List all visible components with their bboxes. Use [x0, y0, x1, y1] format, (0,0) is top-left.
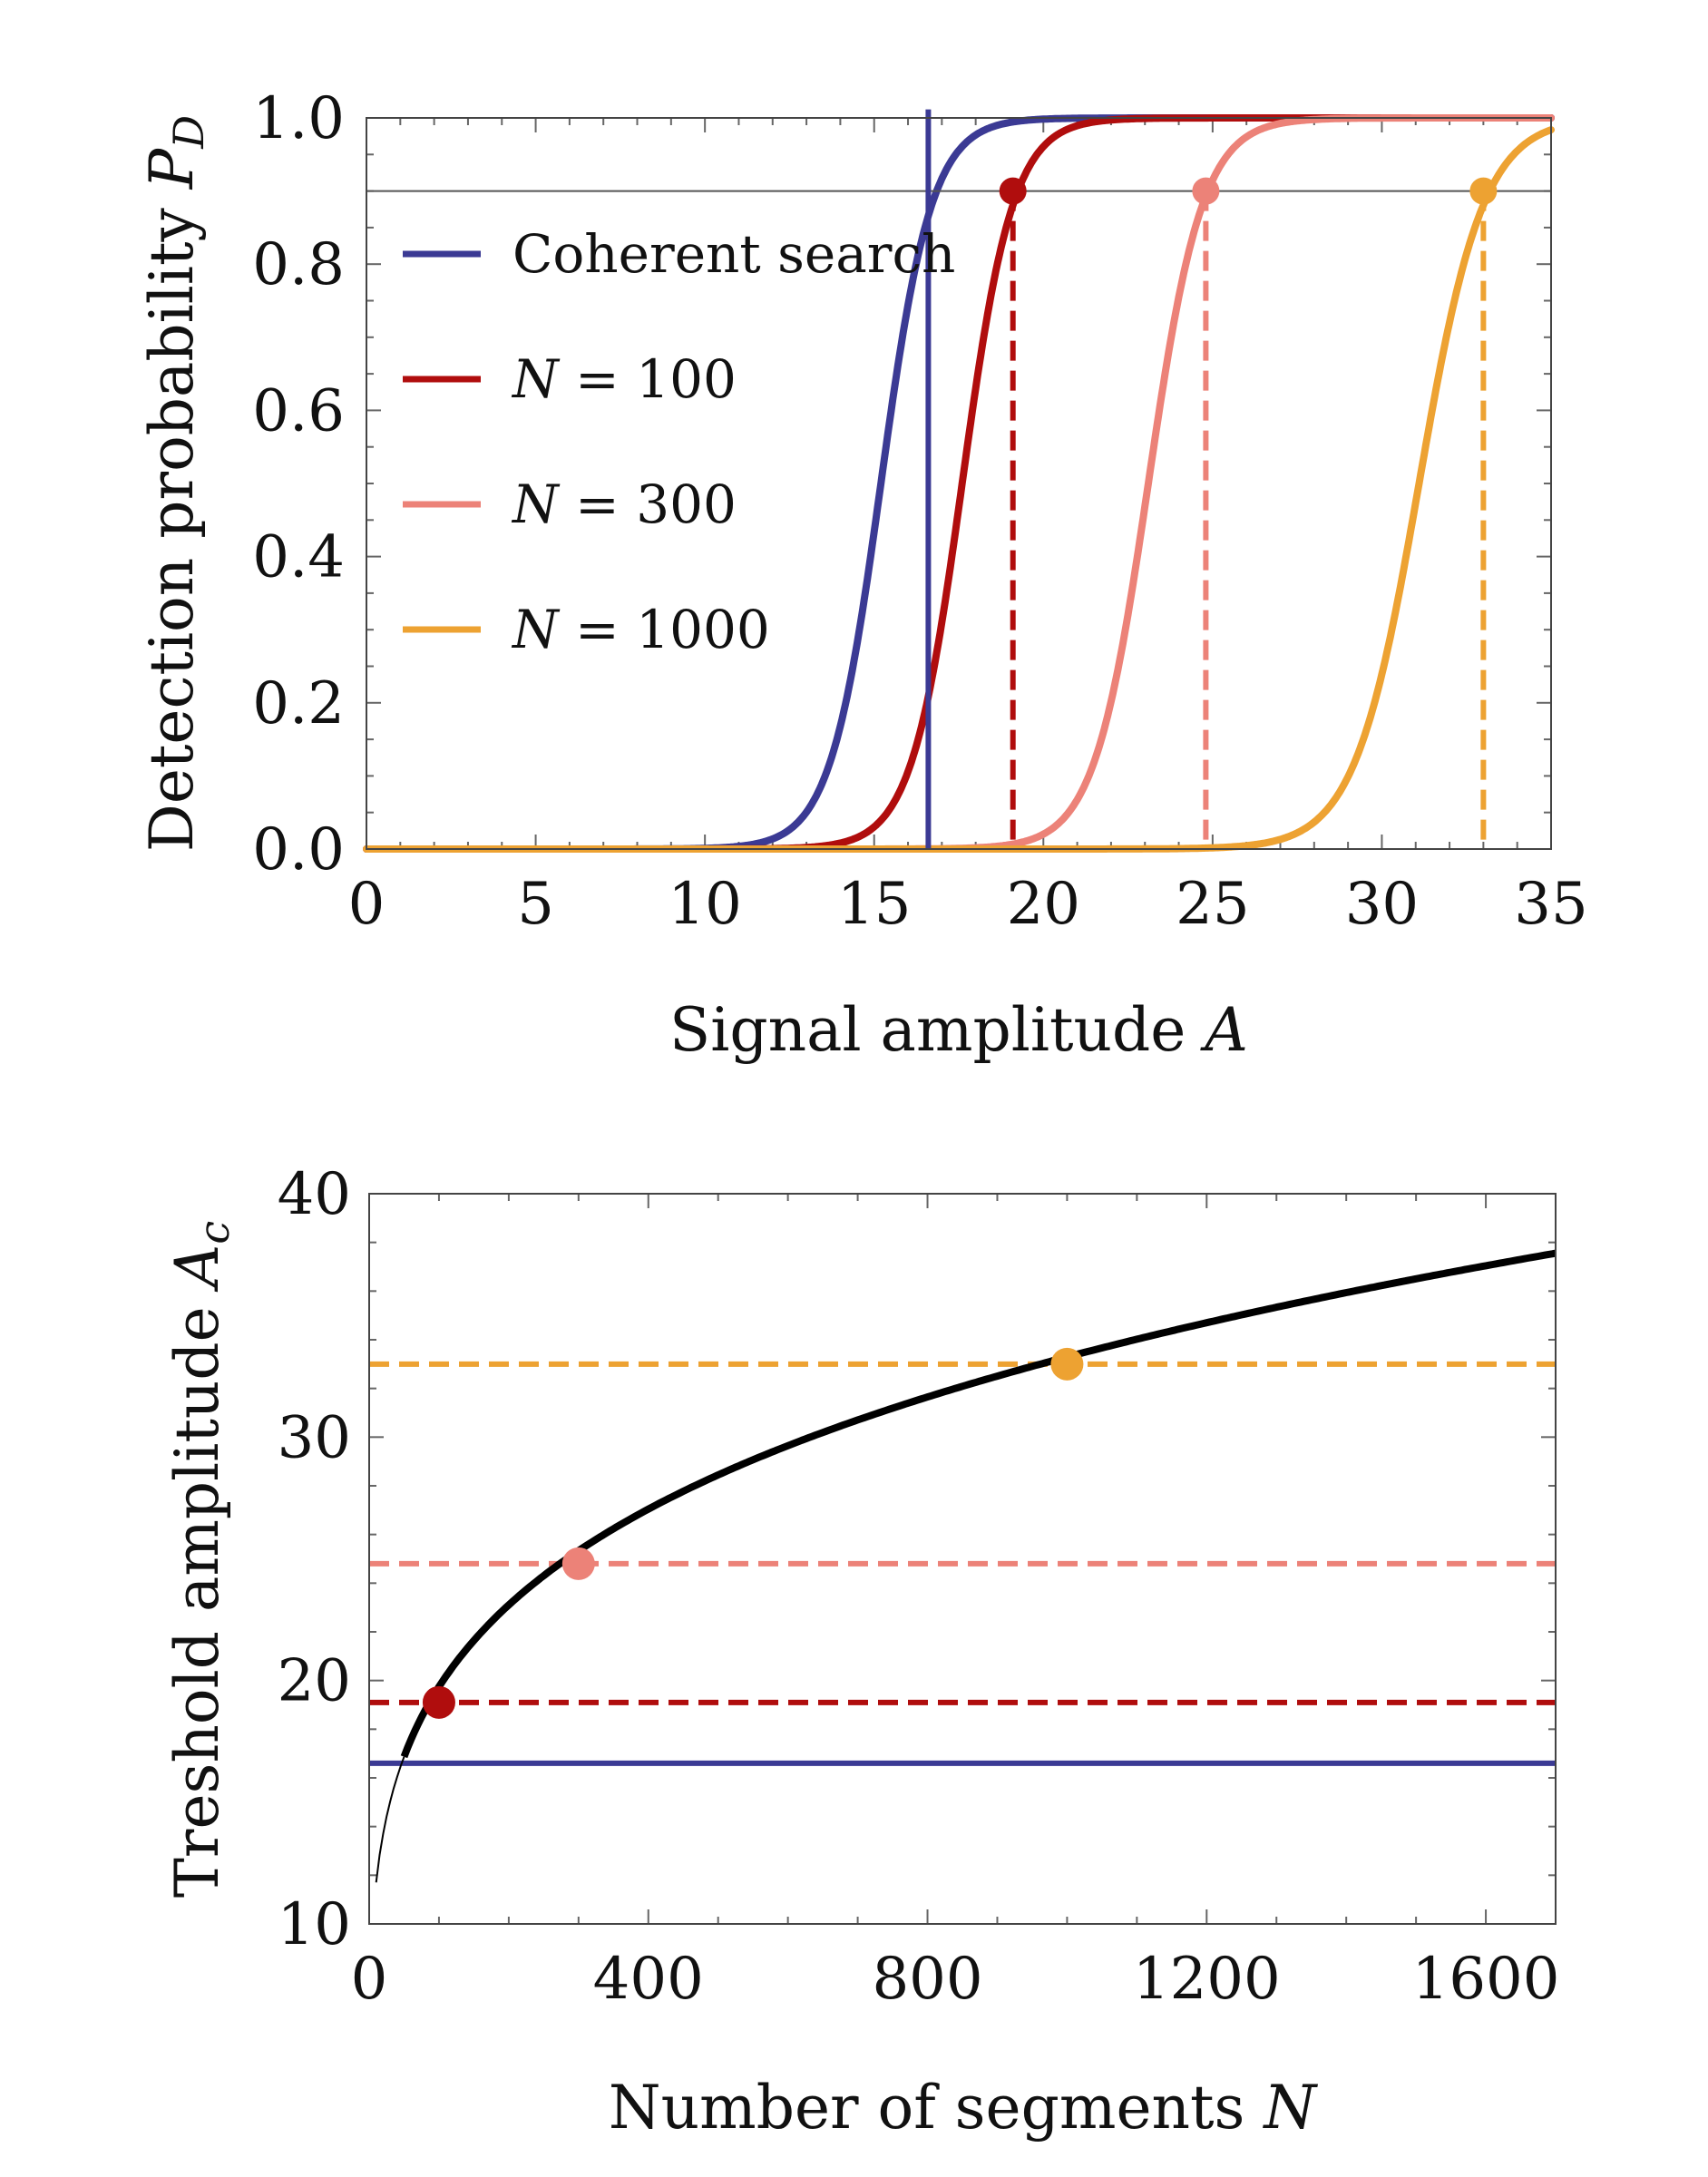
detection-probability-chart: 0 5 10 15 20 25 30 35 0.0 0.2 0.4 0.6 0.8 1.0 Coheren…: [137, 85, 1588, 1065]
y-tick-label: 1.0: [252, 85, 345, 152]
top-chart-tick-labels: 0 5 10 15 20 25 30 35 0.0 0.2 0.4 0.6 0.8 1.0: [252, 85, 1588, 938]
legend-label: N = 1000: [511, 599, 770, 660]
bottom-chart-ticks: [368, 1193, 1557, 1925]
threshold-point: [1469, 177, 1498, 205]
top-chart-legend: Coherent search N = 100 N = 300 N = 1000: [403, 223, 955, 660]
y-tick-label: 0.8: [252, 231, 345, 298]
curve-main: [400, 1249, 1557, 1759]
x-tick-label: 25: [1176, 871, 1249, 938]
y-tick-label: 0.0: [252, 816, 345, 883]
bottom-chart-frame: [368, 1193, 1557, 1925]
y-tick-label: 0.6: [252, 377, 345, 444]
x-tick-label: 15: [837, 871, 911, 938]
top-chart-y-axis-label: Detection probability PD: [137, 115, 213, 852]
bottom-chart-tick-labels: 0 400 800 1200 1600 10 20 30 40: [278, 1161, 1560, 2013]
x-tick-label: 10: [668, 871, 741, 938]
x-tick-label: 5: [517, 871, 554, 938]
x-tick-label: 800: [872, 1946, 982, 2013]
bottom-chart-y-axis-label: Treshold amplitude Ac: [162, 1221, 239, 1898]
x-tick-label: 0: [348, 871, 386, 938]
x-tick-label: 20: [1007, 871, 1080, 938]
threshold-amplitude-chart: 0 400 800 1200 1600 10 20 30 40 Number of segmen…: [162, 1161, 1559, 2143]
legend-label: N = 300: [511, 473, 737, 535]
x-tick-label: 400: [593, 1946, 704, 2013]
x-tick-label: 1200: [1133, 1946, 1281, 2013]
top-chart-frame: [366, 117, 1552, 850]
y-tick-label: 0.4: [252, 524, 345, 591]
threshold-point: [561, 1547, 595, 1580]
bottom-chart-reference-lines: [369, 1361, 1556, 1766]
y-tick-label: 0.2: [252, 670, 345, 737]
threshold-point: [1192, 177, 1220, 205]
bottom-chart-x-axis-label: Number of segments N: [609, 2073, 1319, 2143]
threshold-point: [1050, 1347, 1084, 1381]
top-chart-threshold-lines: [366, 109, 1551, 849]
legend-label: Coherent search: [512, 223, 955, 285]
y-tick-label: 40: [278, 1161, 351, 1228]
x-tick-label: 1600: [1412, 1946, 1560, 2013]
y-tick-label: 20: [278, 1648, 351, 1715]
top-chart-markers: [999, 177, 1498, 205]
bottom-chart-points: [422, 1347, 1084, 1719]
bottom-chart-curve: [375, 1249, 1557, 1883]
x-tick-label: 30: [1345, 871, 1419, 938]
threshold-point: [999, 177, 1027, 205]
curve-extrapolated: [375, 1756, 405, 1883]
legend-label: N = 100: [511, 348, 737, 410]
top-chart-x-axis-label: Signal amplitude A: [669, 995, 1248, 1065]
y-tick-label: 10: [278, 1891, 351, 1958]
x-tick-label: 0: [351, 1946, 388, 2013]
y-tick-label: 30: [278, 1404, 351, 1471]
threshold-point: [422, 1685, 455, 1719]
x-tick-label: 35: [1514, 871, 1587, 938]
